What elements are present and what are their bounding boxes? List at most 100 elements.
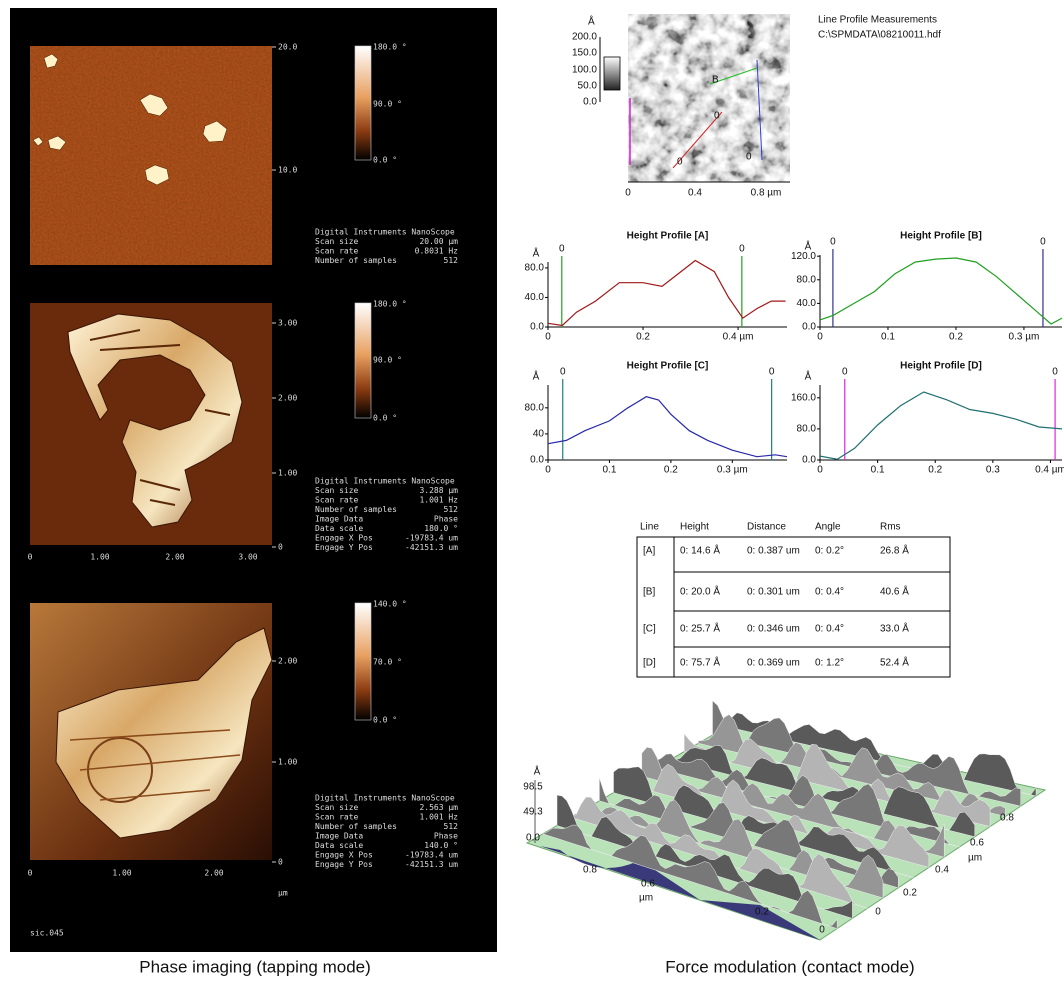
table-cell: [B] — [643, 587, 655, 598]
x-tick-label: 0.4 µm — [1035, 465, 1064, 476]
info-label: Engage X Pos — [315, 534, 373, 543]
profile-unit: Å — [533, 247, 540, 260]
right-tick-label: 2.00 — [278, 657, 297, 666]
surface-plot — [527, 701, 1045, 940]
bottom-tick-label: 1.00 — [90, 553, 109, 562]
surface-axis-label: 0 — [875, 907, 881, 918]
info-label: Scan size — [315, 237, 359, 246]
table-cell: 0: 0.4° — [815, 624, 844, 635]
image-y-tick: 100.0 — [572, 65, 597, 76]
profile-line — [820, 258, 1062, 324]
x-tick-label: 0.1 — [602, 465, 616, 476]
colorbar — [355, 303, 371, 418]
info-label: Number of samples — [315, 505, 397, 514]
image-x-tick: 0.4 — [688, 188, 702, 199]
colorbar-label: 140.0 ° — [373, 600, 407, 609]
bottom-tick-label: 2.00 — [204, 869, 223, 878]
x-tick-label: 0.3 — [986, 465, 1000, 476]
file-label: sic.045 — [30, 929, 64, 938]
table-cell: 0: 0.4° — [815, 587, 844, 598]
surface-unit: Å — [534, 765, 541, 778]
info-value: 1.001 Hz — [419, 496, 458, 505]
x-tick-label: 0.2 — [664, 465, 678, 476]
info-label: Engage Y Pos — [315, 543, 373, 552]
surface-z-tick: 98.5 — [523, 782, 543, 793]
info-value: -42151.3 um — [405, 543, 458, 552]
x-tick-label: 0.1 — [881, 332, 895, 343]
x-tick-label: 0.2 — [949, 332, 963, 343]
info-label: Engage Y Pos — [315, 860, 373, 869]
colorbar-label: 90.0 ° — [373, 356, 402, 365]
info-heading: Digital Instruments NanoScope — [315, 228, 455, 237]
image-x-tick: 0.8 µm — [751, 188, 782, 199]
table-cell: 0: 75.7 Å — [680, 656, 720, 669]
table-cell: 0: 0.2° — [815, 546, 844, 557]
y-tick-label: 0.0 — [802, 322, 816, 333]
cursor-label: 0 — [1052, 367, 1058, 378]
cursor-label: 0 — [746, 152, 752, 163]
right-tick-label: 3.00 — [278, 319, 297, 328]
y-tick-label: 0.0 — [530, 455, 544, 466]
table-cell: 26.8 Å — [880, 544, 909, 557]
right-tick-label: 1.00 — [278, 758, 297, 767]
colorbar — [355, 603, 371, 720]
profile-title: Height Profile [C] — [627, 361, 709, 372]
surface-axis-label: 0 — [819, 925, 825, 936]
phase-image-1 — [30, 46, 272, 265]
right-tick-label: 1.00 — [278, 469, 297, 478]
profile-title: Height Profile [B] — [900, 231, 982, 242]
table-cell: 0: 1.2° — [815, 658, 844, 669]
info-label: Number of samples — [315, 256, 397, 265]
table-header: Height — [680, 522, 709, 533]
table-cell: [D] — [643, 658, 656, 669]
bottom-tick-label: 2.00 — [165, 553, 184, 562]
table-cell: 0: 25.7 Å — [680, 622, 720, 635]
bottom-tick-label: 0 — [28, 869, 33, 878]
profile-title: Height Profile [D] — [900, 361, 982, 372]
surface-axis-label: 0.2 — [903, 888, 917, 899]
x-tick-label: 0 — [545, 332, 551, 343]
cursor-label: B — [712, 75, 719, 86]
right-tick-label: 20.0 — [278, 43, 297, 52]
surface-axis-label: 0.8 — [1000, 813, 1014, 824]
info-value: 20.00 µm — [419, 237, 458, 246]
cursor-label: 0 — [842, 367, 848, 378]
table-cell: 0: 0.387 um — [747, 546, 800, 557]
colorbar-label: 0.0 ° — [373, 716, 397, 725]
x-tick-label: 0 — [817, 465, 823, 476]
y-tick-label: 40 — [533, 429, 545, 440]
colorbar-label: 0.0 ° — [373, 156, 397, 165]
y-tick-label: 80.0 — [797, 424, 817, 435]
info-label: Data scale — [315, 841, 363, 850]
image-title: C:\SPMDATA\08210011.hdf — [818, 30, 941, 41]
right-tick-label: 2.00 — [278, 394, 297, 403]
right-caption: Force modulation (contact mode) — [665, 957, 914, 976]
cursor-label: 0 — [677, 157, 683, 168]
table-header: Rms — [880, 522, 901, 533]
info-value: 140.0 ° — [424, 841, 458, 850]
info-value: 512 — [444, 505, 459, 514]
bottom-tick-label: 3.00 — [238, 553, 257, 562]
profile-unit: Å — [533, 370, 540, 383]
table-cell: [A] — [643, 546, 655, 557]
colorbar-label: 0.0 ° — [373, 414, 397, 423]
y-tick-label: 120.0 — [791, 251, 816, 262]
surface-z-tick: 49.3 — [523, 807, 543, 818]
image-y-tick: 150.0 — [572, 48, 597, 59]
surface-axis-label: 0.2 — [755, 907, 769, 918]
info-value: -19783.4 um — [405, 534, 458, 543]
image-title: Line Profile Measurements — [818, 15, 937, 26]
surface-z-tick: 0.0 — [526, 833, 540, 844]
info-heading: Digital Instruments NanoScope — [315, 477, 455, 486]
table-header: Line — [640, 522, 659, 533]
image-x-tick: 0 — [625, 188, 631, 199]
info-label: Scan rate — [315, 247, 359, 256]
right-tick-label: 0 — [278, 543, 283, 552]
colorbar — [355, 46, 371, 160]
y-tick-label: 160.0 — [791, 392, 816, 403]
info-label: Data scale — [315, 524, 363, 533]
surface-axis-label: µm — [639, 893, 653, 904]
info-value: -42151.3 um — [405, 860, 458, 869]
surface-axis-label: 0.6 — [641, 879, 655, 890]
measurement-table-frame — [637, 537, 950, 677]
